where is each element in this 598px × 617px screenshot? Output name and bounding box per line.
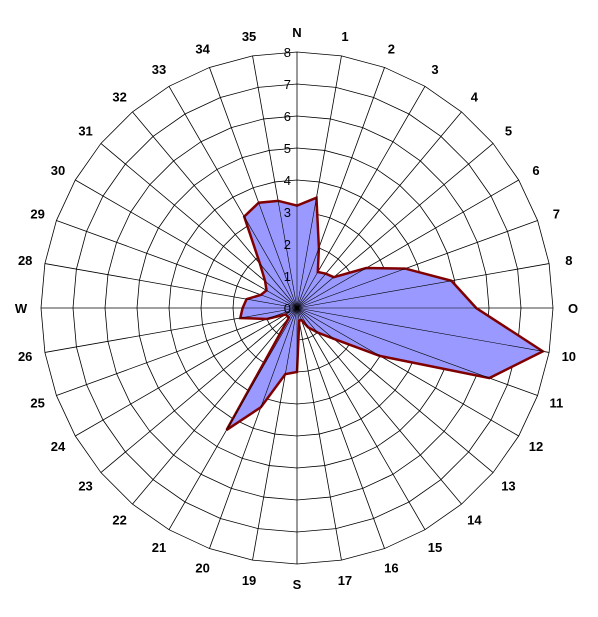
direction-label-29: 29 xyxy=(30,207,44,222)
inner-spoke-22 xyxy=(288,307,298,319)
inner-spoke-2 xyxy=(296,247,320,309)
direction-label-28: 28 xyxy=(18,253,32,268)
inner-spoke-20 xyxy=(260,307,298,408)
inner-spoke-29 xyxy=(260,294,298,309)
inner-spoke-8 xyxy=(296,280,452,309)
spoke-30 xyxy=(75,179,298,309)
direction-label-17: 17 xyxy=(338,573,352,588)
direction-label-26: 26 xyxy=(18,349,32,364)
inner-spoke-25 xyxy=(266,307,298,320)
inner-spoke-12 xyxy=(296,307,381,357)
inner-spoke-21 xyxy=(226,307,298,431)
direction-label-34: 34 xyxy=(195,42,210,57)
direction-label-S: S xyxy=(293,577,302,592)
direction-label-15: 15 xyxy=(428,540,442,555)
inner-spoke-14 xyxy=(296,307,318,333)
direction-label-25: 25 xyxy=(30,395,44,410)
direction-label-21: 21 xyxy=(152,540,166,555)
inner-spoke-7 xyxy=(296,268,406,309)
inner-spoke-11 xyxy=(296,307,490,379)
radial-tick-3: 3 xyxy=(284,205,291,220)
direction-label-30: 30 xyxy=(51,163,65,178)
direction-label-14: 14 xyxy=(467,512,482,527)
inner-spoke-16 xyxy=(296,307,302,321)
direction-labels: N 12345678O1011121314151617S1920212223242… xyxy=(15,25,578,592)
radial-tick-1: 1 xyxy=(284,269,291,284)
direction-label-7: 7 xyxy=(553,207,560,222)
direction-label-N: N xyxy=(292,25,301,40)
direction-label-10: 10 xyxy=(562,349,576,364)
inner-spoke-19 xyxy=(285,307,298,375)
radial-tick-0: 0 xyxy=(284,301,291,316)
direction-label-3: 3 xyxy=(431,62,438,77)
spoke-23 xyxy=(100,307,298,473)
direction-label-4: 4 xyxy=(471,90,479,105)
direction-label-6: 6 xyxy=(532,163,539,178)
direction-label-W: W xyxy=(15,301,28,316)
inner-spoke-30 xyxy=(266,290,298,309)
data-area xyxy=(225,195,546,431)
radial-tick-5: 5 xyxy=(284,141,291,156)
spoke-22 xyxy=(132,307,298,505)
direction-label-22: 22 xyxy=(112,512,126,527)
spoke-15 xyxy=(296,307,426,530)
direction-label-12: 12 xyxy=(529,439,543,454)
direction-label-23: 23 xyxy=(78,478,92,493)
direction-label-2: 2 xyxy=(388,42,395,57)
inner-spoke-15 xyxy=(296,307,309,328)
series-area-0 xyxy=(225,195,546,431)
inner-spoke-3 xyxy=(296,271,319,309)
direction-label-1: 1 xyxy=(341,29,348,44)
spoke-24 xyxy=(75,307,298,437)
spoke-25 xyxy=(56,307,298,396)
inner-spoke-5 xyxy=(296,276,334,309)
inner-spoke-6 xyxy=(296,267,367,309)
radial-tick-labels: 0 1 2 3 4 5 6 7 8 xyxy=(284,45,291,316)
inner-spoke-28 xyxy=(246,298,298,309)
direction-label-19: 19 xyxy=(242,573,256,588)
direction-label-O: O xyxy=(568,301,578,316)
inner-spoke-4 xyxy=(296,273,327,309)
direction-label-24: 24 xyxy=(51,439,66,454)
direction-label-31: 31 xyxy=(78,124,92,139)
direction-label-32: 32 xyxy=(112,90,126,105)
inner-spoke-33 xyxy=(243,216,298,309)
radial-tick-8: 8 xyxy=(284,45,291,60)
direction-label-35: 35 xyxy=(242,29,256,44)
spoke-17 xyxy=(296,307,342,561)
direction-label-5: 5 xyxy=(505,124,512,139)
inner-spoke-26 xyxy=(240,307,298,319)
inner-spoke-34 xyxy=(258,202,298,309)
inner-spoke-31 xyxy=(264,281,298,309)
direction-label-33: 33 xyxy=(152,62,166,77)
radial-tick-7: 7 xyxy=(284,77,291,92)
spoke-14 xyxy=(296,307,462,505)
inner-spoke-17 xyxy=(296,307,300,321)
inner-spoke-32 xyxy=(259,263,298,309)
inner-spoke-24 xyxy=(285,307,298,315)
inner-spoke-13 xyxy=(296,307,334,340)
direction-label-16: 16 xyxy=(384,560,398,575)
direction-label-13: 13 xyxy=(501,478,515,493)
radial-tick-4: 4 xyxy=(284,173,291,188)
inner-spoke-10 xyxy=(296,307,543,352)
radial-tick-6: 6 xyxy=(284,109,291,124)
direction-label-8: 8 xyxy=(565,253,572,268)
spoke-16 xyxy=(296,307,385,549)
direction-label-11: 11 xyxy=(549,395,563,410)
inner-spoke-35 xyxy=(277,200,298,309)
radial-tick-2: 2 xyxy=(284,237,291,252)
spoke-29 xyxy=(56,220,298,309)
direction-label-20: 20 xyxy=(195,560,209,575)
inner-spoke-23 xyxy=(286,307,298,317)
inner-spoke-1 xyxy=(296,197,317,309)
